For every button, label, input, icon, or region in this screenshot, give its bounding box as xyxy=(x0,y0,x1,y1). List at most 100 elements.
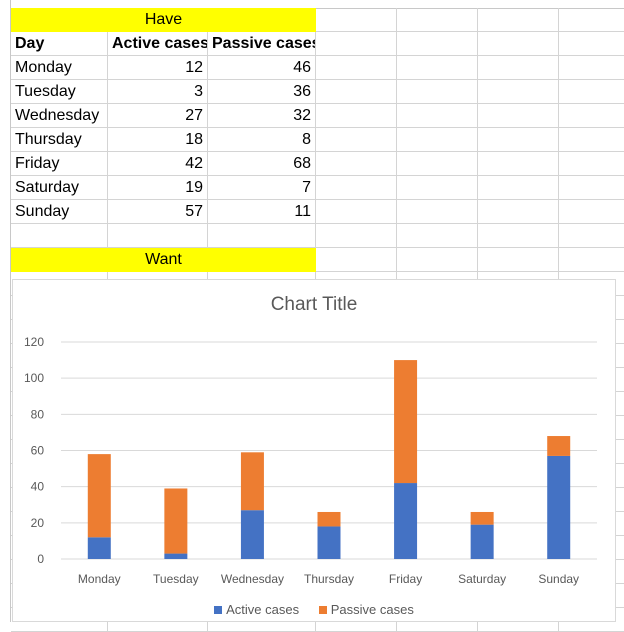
header-cell[interactable]: Active cases xyxy=(108,32,208,56)
y-tick-label: 40 xyxy=(31,480,45,494)
passive-cases-cell[interactable]: 32 xyxy=(208,104,316,128)
day-cell[interactable]: Friday xyxy=(11,152,108,176)
sheet-cell[interactable] xyxy=(316,248,397,272)
sheet-cell[interactable] xyxy=(397,80,478,104)
sheet-cell[interactable] xyxy=(316,200,397,224)
legend-item-active: Active cases xyxy=(214,602,299,617)
sheet-cell[interactable] xyxy=(559,200,624,224)
passive-cases-cell[interactable]: 68 xyxy=(208,152,316,176)
sheet-cell[interactable] xyxy=(478,224,559,248)
passive-cases-cell[interactable]: 7 xyxy=(208,176,316,200)
x-tick-label: Wednesday xyxy=(221,572,284,586)
sheet-cell[interactable] xyxy=(316,152,397,176)
sheet-cell[interactable] xyxy=(478,200,559,224)
sheet-cell[interactable] xyxy=(478,56,559,80)
sheet-row: Day Active cases Passive cases xyxy=(0,32,624,56)
sheet-cell[interactable] xyxy=(559,104,624,128)
bar-active-cases[interactable] xyxy=(317,526,341,559)
sheet-cell[interactable] xyxy=(559,56,624,80)
active-cases-cell[interactable]: 12 xyxy=(108,56,208,80)
active-cases-cell[interactable]: 27 xyxy=(108,104,208,128)
day-cell[interactable]: Sunday xyxy=(11,200,108,224)
active-cases-cell[interactable]: 3 xyxy=(108,80,208,104)
bar-active-cases[interactable] xyxy=(240,510,264,559)
passive-cases-cell[interactable]: 8 xyxy=(208,128,316,152)
sheet-cell[interactable] xyxy=(397,56,478,80)
bar-passive-cases[interactable] xyxy=(394,360,418,484)
passive-cases-cell[interactable]: 36 xyxy=(208,80,316,104)
sheet-cell[interactable] xyxy=(478,176,559,200)
sheet-cell[interactable] xyxy=(397,8,478,32)
day-cell[interactable]: Saturday xyxy=(11,176,108,200)
sheet-cell[interactable] xyxy=(559,152,624,176)
active-cases-cell[interactable]: 18 xyxy=(108,128,208,152)
sheet-cell[interactable] xyxy=(108,224,208,248)
sheet-cell[interactable] xyxy=(397,128,478,152)
sheet-cell[interactable] xyxy=(478,248,559,272)
chart-plot: 0 20 40 60 80 100 120 Monday Tuesday Wednesday Thu… xyxy=(24,335,597,586)
header-cell[interactable]: Day xyxy=(11,32,108,56)
sheet-cell[interactable] xyxy=(559,80,624,104)
bar-active-cases[interactable] xyxy=(87,537,111,559)
chart-legend[interactable]: Active cases Passive cases xyxy=(13,602,615,617)
legend-label-passive: Passive cases xyxy=(330,602,414,617)
bar-active-cases[interactable] xyxy=(547,455,571,559)
sheet-cell[interactable] xyxy=(11,224,108,248)
sheet-cell[interactable] xyxy=(559,176,624,200)
day-cell[interactable]: Tuesday xyxy=(11,80,108,104)
passive-cases-cell[interactable]: 46 xyxy=(208,56,316,80)
bar-passive-cases[interactable] xyxy=(470,511,494,525)
sheet-cell[interactable] xyxy=(316,128,397,152)
bar-passive-cases[interactable] xyxy=(164,488,188,554)
sheet-cell[interactable] xyxy=(478,152,559,176)
day-cell[interactable]: Wednesday xyxy=(11,104,108,128)
sheet-cell[interactable] xyxy=(397,104,478,128)
day-cell[interactable]: Thursday xyxy=(11,128,108,152)
sheet-cell[interactable] xyxy=(397,176,478,200)
bar-active-cases[interactable] xyxy=(394,483,418,559)
sheet-row: Monday 12 46 xyxy=(0,56,624,80)
bar-active-cases[interactable] xyxy=(470,524,494,559)
sheet-cell[interactable] xyxy=(397,32,478,56)
sheet-cell[interactable] xyxy=(316,32,397,56)
passive-cases-cell[interactable]: 11 xyxy=(208,200,316,224)
active-cases-cell[interactable]: 42 xyxy=(108,152,208,176)
sheet-cell[interactable] xyxy=(559,8,624,32)
y-tick-label: 0 xyxy=(37,552,44,566)
sheet-cell[interactable] xyxy=(559,248,624,272)
row-header-strip[interactable] xyxy=(0,0,11,622)
sheet-cell[interactable] xyxy=(478,32,559,56)
sheet-cell[interactable] xyxy=(559,128,624,152)
sheet-cell[interactable] xyxy=(316,8,397,32)
sheet-cell[interactable] xyxy=(397,248,478,272)
sheet-cell[interactable] xyxy=(478,80,559,104)
sheet-cell[interactable] xyxy=(316,176,397,200)
have-banner: Have xyxy=(11,8,316,32)
sheet-cell[interactable] xyxy=(208,224,316,248)
stacked-bar-chart[interactable]: Chart Title 0 20 40 60 80 100 120 Monday Tuesday… xyxy=(12,279,616,622)
bar-passive-cases[interactable] xyxy=(240,452,264,511)
bar-active-cases[interactable] xyxy=(164,553,188,559)
sheet-cell[interactable] xyxy=(397,200,478,224)
sheet-cell[interactable] xyxy=(559,224,624,248)
sheet-cell[interactable] xyxy=(316,80,397,104)
sheet-cell[interactable] xyxy=(316,104,397,128)
sheet-cell[interactable] xyxy=(478,104,559,128)
sheet-row: Tuesday 3 36 xyxy=(0,80,624,104)
sheet-cell[interactable] xyxy=(316,224,397,248)
active-cases-cell[interactable]: 57 xyxy=(108,200,208,224)
sheet-cell[interactable] xyxy=(559,32,624,56)
active-cases-cell[interactable]: 19 xyxy=(108,176,208,200)
bar-passive-cases[interactable] xyxy=(317,511,341,527)
day-cell[interactable]: Monday xyxy=(11,56,108,80)
want-banner: Want xyxy=(11,248,316,272)
header-cell[interactable]: Passive cases xyxy=(208,32,316,56)
sheet-cell[interactable] xyxy=(478,8,559,32)
sheet-cell[interactable] xyxy=(397,152,478,176)
sheet-cell[interactable] xyxy=(397,224,478,248)
chart-title[interactable]: Chart Title xyxy=(270,294,358,315)
sheet-cell[interactable] xyxy=(478,128,559,152)
sheet-cell[interactable] xyxy=(316,56,397,80)
bar-passive-cases[interactable] xyxy=(87,454,111,538)
bar-passive-cases[interactable] xyxy=(547,436,571,456)
